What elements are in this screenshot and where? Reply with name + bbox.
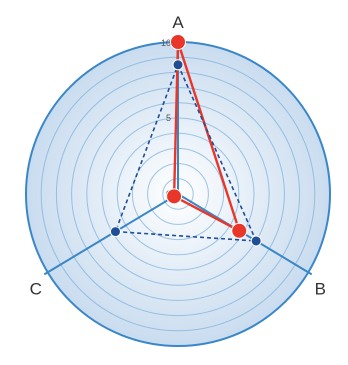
axis-labels: A B C <box>30 13 326 298</box>
series-1-point-c <box>166 188 183 205</box>
axis-label-b: B <box>315 279 326 298</box>
series-2-point-b <box>250 235 262 247</box>
axis-label-a: A <box>172 13 184 32</box>
tick-label: 5 <box>166 113 171 123</box>
series-2-point-c <box>109 226 121 238</box>
tick-label: 10 <box>161 38 171 48</box>
series-1-point-a <box>170 34 186 50</box>
series-1-line <box>172 40 241 232</box>
series-layer <box>109 34 262 247</box>
series-2-point-a <box>172 59 184 71</box>
series-1-point-b <box>231 222 248 239</box>
axis-label-c: C <box>30 279 42 298</box>
series-2-line <box>114 64 257 242</box>
